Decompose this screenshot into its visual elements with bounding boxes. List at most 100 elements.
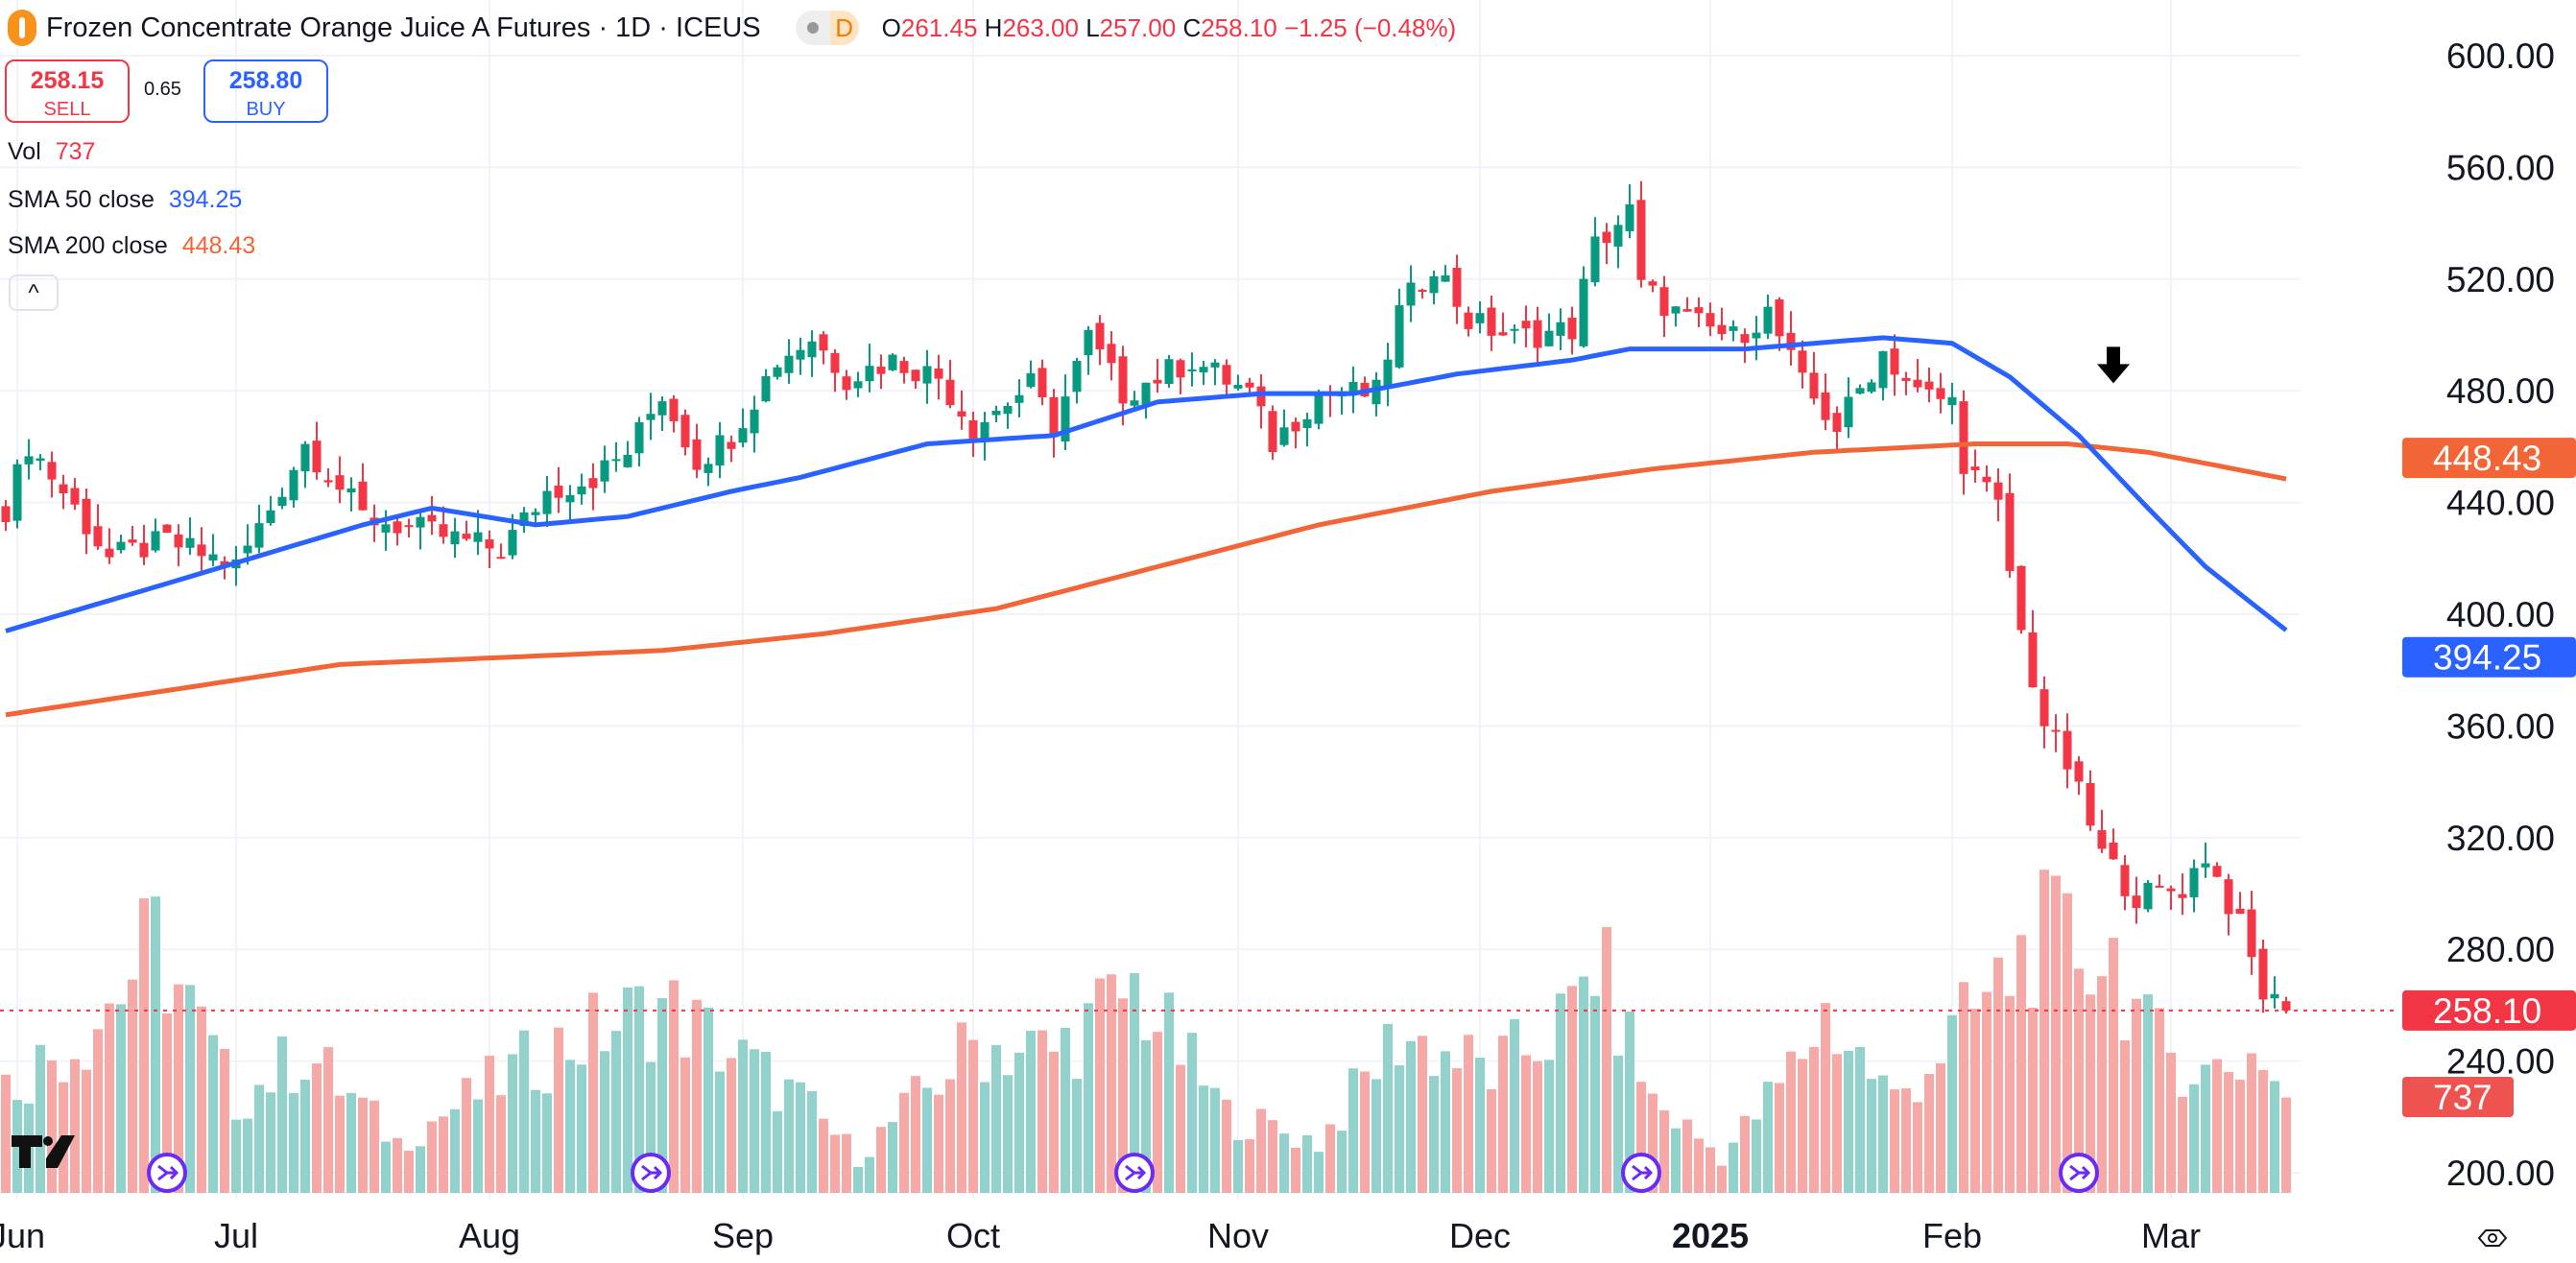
volume-bar [1671, 1128, 1681, 1193]
volume-bar [2247, 1053, 2256, 1193]
candle-body [876, 367, 886, 374]
volume-bar [819, 1118, 828, 1193]
candle-body [1291, 421, 1300, 432]
volume-bar [1337, 1131, 1347, 1193]
candle-body [1302, 418, 1312, 429]
y-tick-label: 520.00 [2446, 260, 2555, 299]
volume-bar [2143, 994, 2153, 1193]
volume-bar [1982, 991, 1992, 1193]
candle-body [796, 349, 805, 360]
candle-body [1095, 322, 1105, 350]
volume-bar [300, 1080, 310, 1193]
candle-body [1452, 268, 1462, 307]
volume-bar [2051, 875, 2061, 1193]
delayed-badge: D [829, 11, 859, 45]
candle-body [289, 469, 298, 501]
candle-body [646, 414, 656, 420]
symbol-title[interactable]: Frozen Concentrate Orange Juice A Future… [46, 12, 761, 43]
candle-body [1371, 379, 1381, 405]
volume-bar [1740, 1115, 1750, 1193]
volume-bar [1913, 1102, 1922, 1193]
volume-bar [1567, 986, 1577, 1193]
candle-body [692, 439, 702, 470]
candle-body [727, 441, 736, 449]
volume-bar [381, 1141, 391, 1193]
y-tick-label: 440.00 [2446, 484, 2555, 523]
candle-body [1924, 381, 1934, 390]
volume-bar [565, 1060, 575, 1193]
volume-bar [496, 1095, 506, 1193]
candles [1, 180, 2291, 1014]
candle-body [968, 419, 978, 439]
volume-bar [1279, 1133, 1289, 1193]
candle-body [151, 531, 160, 551]
volume-bar [128, 979, 137, 1193]
volume-bar [1959, 982, 1968, 1193]
candle-body [715, 435, 725, 466]
down-arrow-icon [2097, 346, 2130, 384]
candle-body [93, 526, 103, 547]
volume-bar [2201, 1064, 2210, 1193]
candle-body [36, 458, 45, 462]
candle-body [496, 557, 506, 560]
volume-bar [1164, 992, 1174, 1193]
candle-body [1982, 476, 1992, 483]
candle-body [669, 398, 679, 421]
candle-body [1118, 356, 1128, 404]
candle-body [704, 464, 713, 473]
candle-body [1429, 275, 1439, 294]
candle-body [47, 462, 57, 480]
volume-bar [1302, 1134, 1312, 1193]
volume-bar [1176, 1064, 1185, 1193]
y-tick-label: 560.00 [2446, 148, 2555, 187]
candle-body [312, 441, 322, 473]
candle-body [485, 539, 494, 549]
volume-bar [1855, 1046, 1865, 1193]
candle-body [2086, 782, 2095, 826]
collapse-legend-button[interactable]: ^ [9, 274, 59, 311]
volume-bar [1844, 1050, 1853, 1193]
candle-body [934, 368, 943, 379]
candle-body [2155, 885, 2164, 888]
candle-body [865, 366, 874, 382]
volume-legend[interactable]: Vol 737 [8, 138, 96, 165]
sma50-line [5, 335, 2288, 633]
volume-bar [1901, 1088, 1911, 1193]
volume-bar [1890, 1089, 1899, 1193]
candle-body [2235, 908, 2245, 915]
candle-body [600, 460, 609, 482]
candle-body [657, 401, 667, 416]
candle-body [784, 355, 794, 373]
volume-bar [2189, 1084, 2199, 1193]
sma50-legend[interactable]: SMA 50 close 394.25 [8, 186, 243, 213]
candle-body [1383, 359, 1393, 388]
buy-button[interactable]: 258.80 BUY [203, 60, 328, 123]
volume-bar [911, 1076, 920, 1193]
volume-bar [1441, 1051, 1450, 1193]
candle-body [1740, 334, 1750, 344]
candle-body [2166, 888, 2176, 892]
volume-bar [554, 1027, 563, 1193]
candle-body [1406, 282, 1416, 306]
candle-body [2258, 948, 2268, 1000]
volume-bar [1314, 1152, 1324, 1193]
x-tick-label: Jun [0, 1216, 45, 1255]
candle-body [1279, 427, 1289, 445]
y-tick-label: 360.00 [2446, 706, 2555, 746]
session-badge[interactable]: D [795, 11, 859, 45]
candle-body [2097, 830, 2107, 849]
volume-bar [2166, 1052, 2176, 1193]
candle-body [1510, 328, 1519, 331]
candle-body [1959, 401, 1968, 474]
event-icon [147, 1153, 187, 1193]
volume-bar [162, 1013, 172, 1193]
volume-bar [2155, 1008, 2164, 1193]
sma200-legend[interactable]: SMA 200 close 448.43 [8, 232, 256, 259]
sell-button[interactable]: 258.15 SELL [5, 60, 130, 123]
volume-bar [2178, 1096, 2187, 1193]
candle-body [1521, 321, 1531, 329]
candle-body [1153, 379, 1162, 384]
volume-bar [1832, 1054, 1842, 1193]
sma200-line [5, 441, 2287, 718]
